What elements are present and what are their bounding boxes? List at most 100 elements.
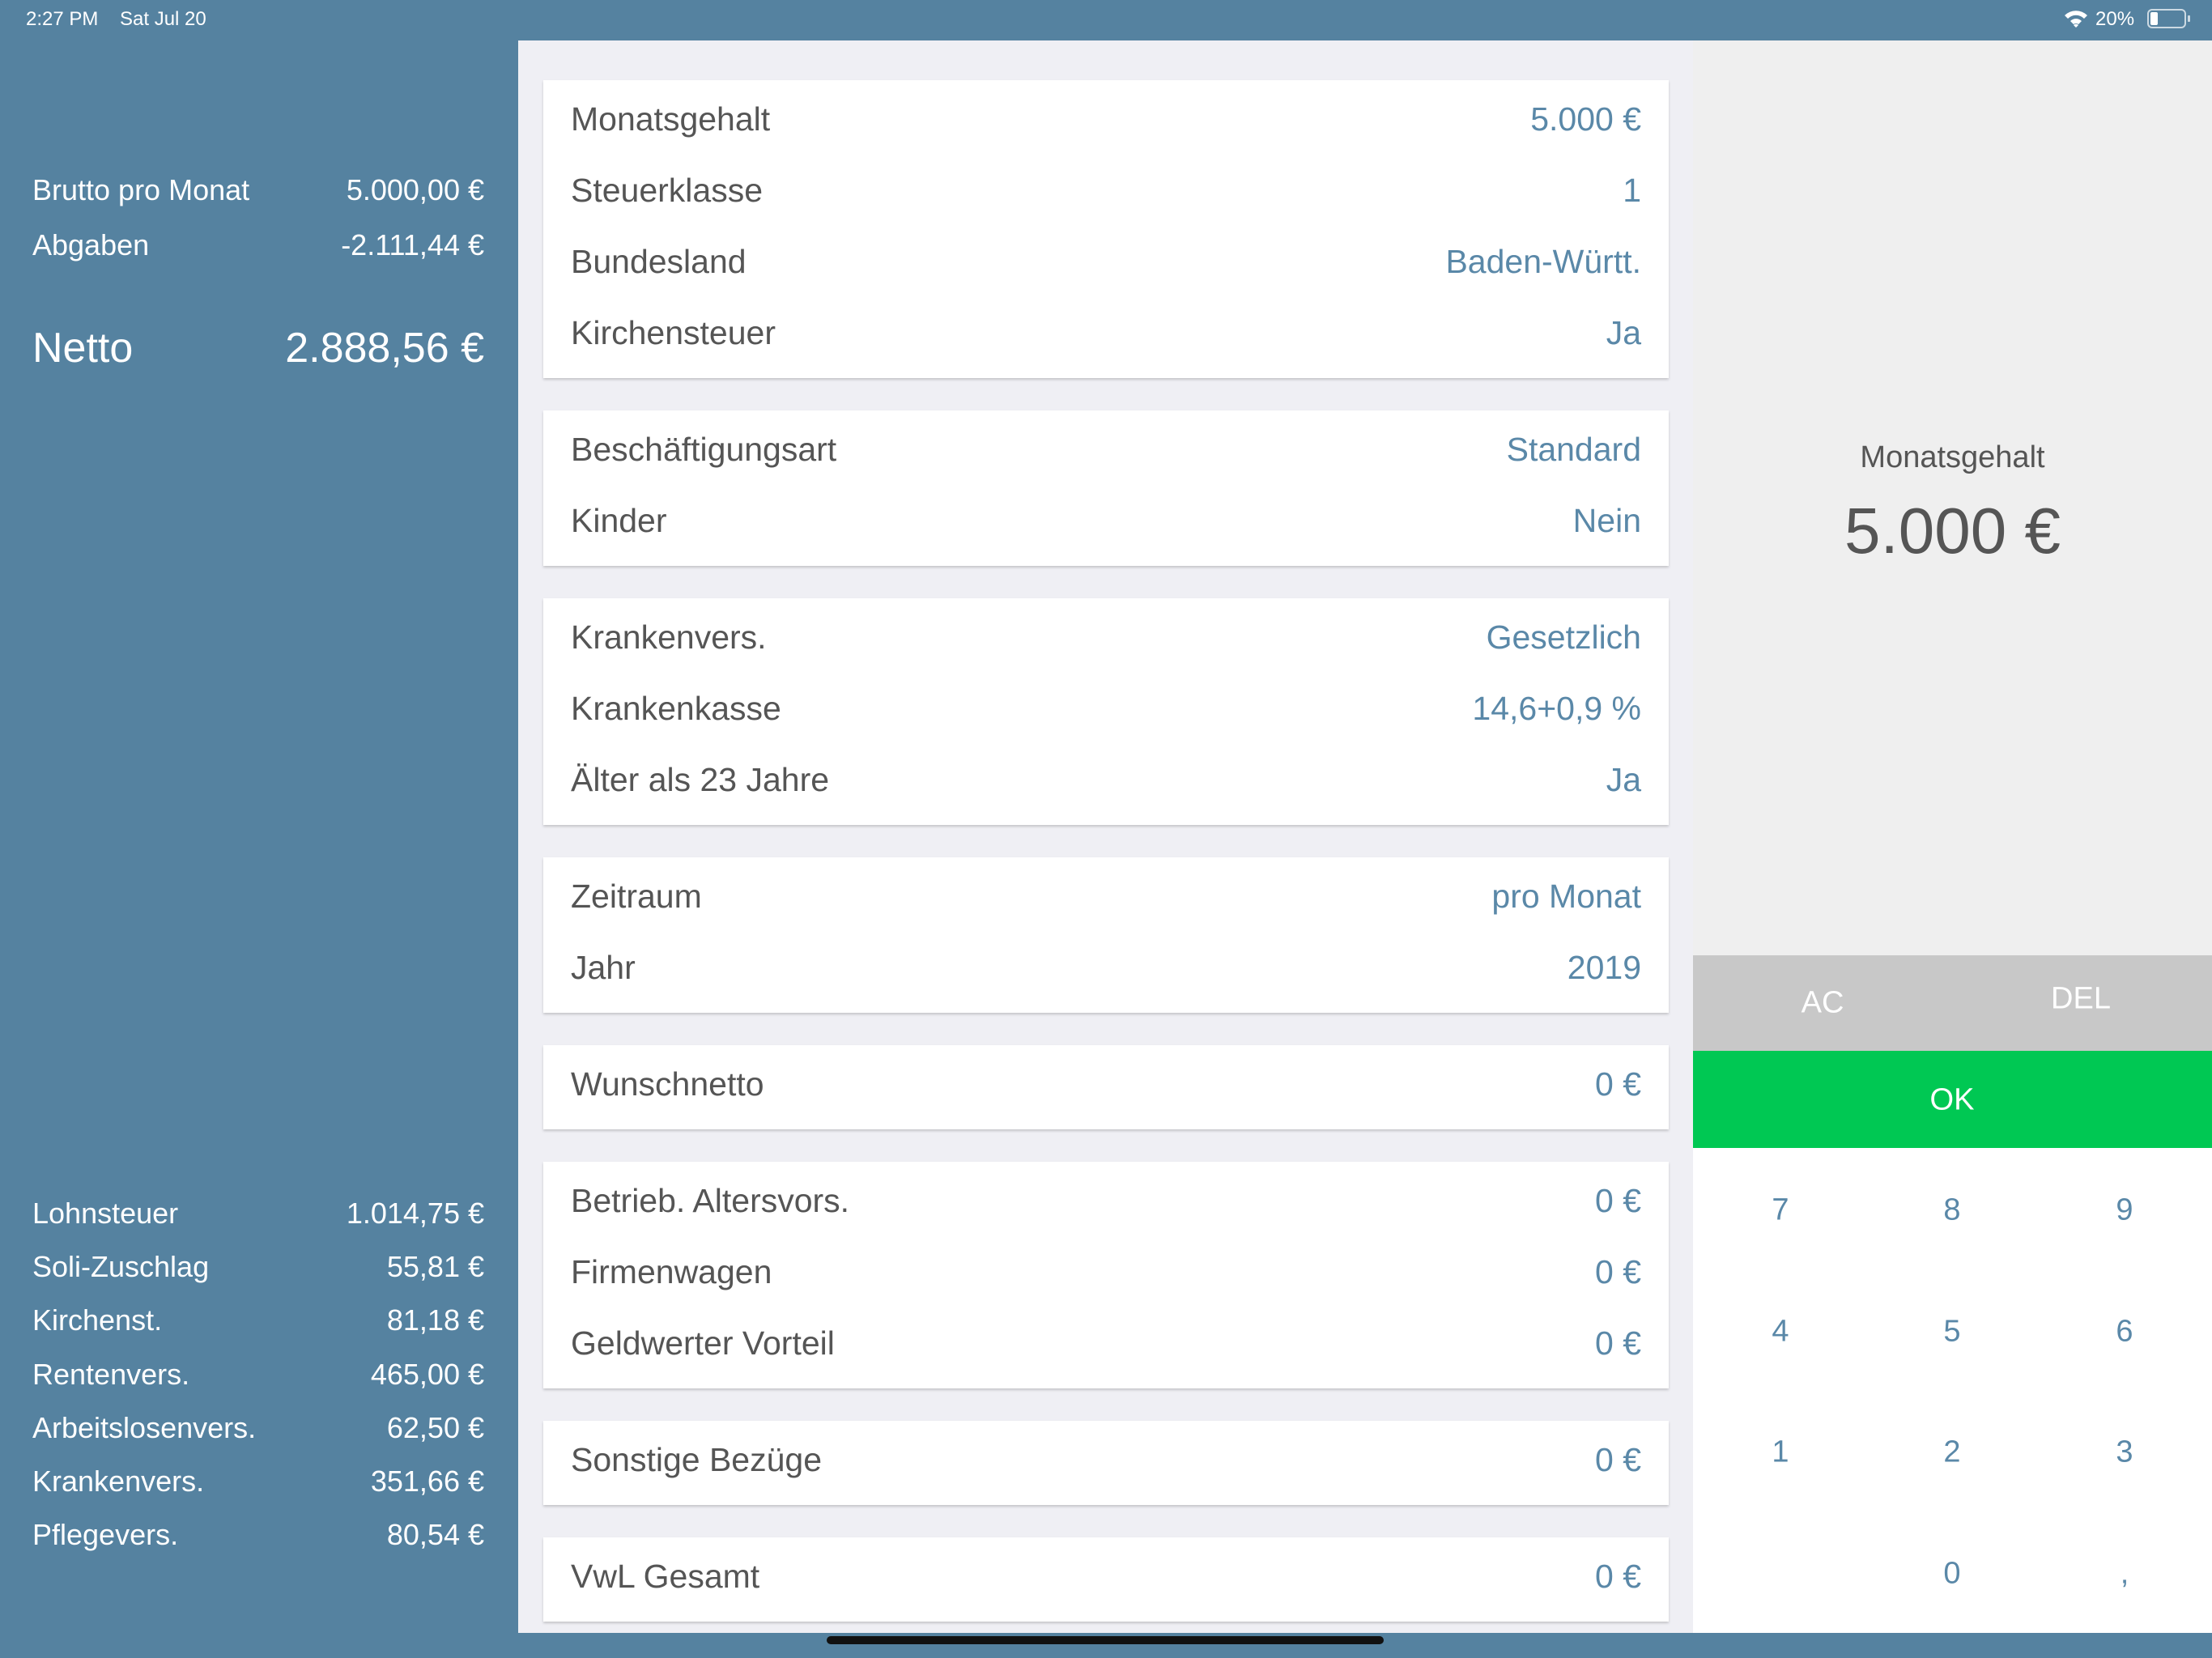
settings-card: Monatsgehalt 5.000 € Steuerklasse 1 Bundesla… bbox=[543, 80, 1669, 378]
row-label: Arbeitslosenvers. bbox=[32, 1410, 257, 1444]
row-value: -2.111,44 € bbox=[341, 228, 484, 261]
status-time: 2:27 PM bbox=[26, 8, 99, 30]
row-label: Kirchenst. bbox=[32, 1303, 163, 1337]
row-value: 0 € bbox=[1595, 1440, 1641, 1478]
summary-row: Abgaben -2.111,44 € bbox=[32, 228, 484, 262]
display-value: 5.000 € bbox=[1844, 495, 2061, 567]
digit-key[interactable]: 5 bbox=[1943, 1314, 1961, 1349]
ok-button[interactable] bbox=[1693, 1051, 2212, 1148]
detail-row: Lohnsteuer 1.014,75 € bbox=[32, 1197, 484, 1231]
digit-key[interactable]: 1 bbox=[1772, 1435, 1789, 1469]
row-value: Ja bbox=[1606, 760, 1641, 798]
battery-label: 20% bbox=[2095, 8, 2135, 30]
row-label: Netto bbox=[32, 325, 134, 372]
detail-row: Krankenvers. 351,66 € bbox=[32, 1465, 484, 1499]
row-value: 0 € bbox=[1595, 1324, 1641, 1362]
row-label: Steuerklasse bbox=[571, 171, 764, 209]
summary-row: Brutto pro Monat 5.000,00 € bbox=[32, 173, 484, 207]
settings-row[interactable]: Kinder Nein bbox=[571, 485, 1641, 556]
row-label: Pflegevers. bbox=[32, 1518, 179, 1552]
detail-row: Arbeitslosenvers. 62,50 € bbox=[32, 1411, 484, 1445]
digit-key[interactable]: 8 bbox=[1943, 1192, 1961, 1227]
settings-row[interactable]: Betrieb. Altersvors. 0 € bbox=[571, 1165, 1641, 1236]
row-value: 351,66 € bbox=[370, 1465, 484, 1498]
row-value: 14,6+0,9 % bbox=[1472, 689, 1641, 727]
row-value: Standard bbox=[1506, 430, 1641, 468]
row-label: Wunschnetto bbox=[571, 1065, 764, 1103]
digit-key[interactable]: 0 bbox=[1943, 1556, 1961, 1591]
digit-key[interactable]: 6 bbox=[2116, 1314, 2133, 1349]
row-label: Älter als 23 Jahre bbox=[571, 760, 830, 798]
settings-row[interactable]: Älter als 23 Jahre Ja bbox=[571, 744, 1641, 815]
battery-icon bbox=[2147, 9, 2190, 28]
settings-row[interactable]: Jahr 2019 bbox=[571, 932, 1641, 1003]
row-label: Betrieb. Altersvors. bbox=[571, 1181, 850, 1219]
row-label: Jahr bbox=[571, 948, 636, 986]
keypad-panel: Monatsgehalt 5.000 € AC DEL OK 7 8 9 4 5 6 1 2 3… bbox=[1693, 40, 2212, 1633]
settings-row[interactable]: Sonstige Bezüge 0 € bbox=[571, 1424, 1641, 1495]
row-label: Lohnsteuer bbox=[32, 1197, 179, 1230]
row-label: Kinder bbox=[571, 501, 667, 539]
digit-key[interactable]: 3 bbox=[2116, 1435, 2133, 1469]
settings-row[interactable]: Krankenkasse 14,6+0,9 % bbox=[571, 673, 1641, 744]
ac-key[interactable]: AC bbox=[1801, 985, 1844, 1020]
detail-row: Rentenvers. 465,00 € bbox=[32, 1358, 484, 1392]
digit-key[interactable]: 9 bbox=[2116, 1192, 2133, 1227]
row-value: 1.014,75 € bbox=[346, 1197, 484, 1230]
row-label: Krankenkasse bbox=[571, 689, 781, 727]
settings-row[interactable]: Geldwerter Vorteil 0 € bbox=[571, 1307, 1641, 1379]
settings-row[interactable]: Firmenwagen 0 € bbox=[571, 1236, 1641, 1307]
row-value: Gesetzlich bbox=[1486, 618, 1641, 656]
row-value: Ja bbox=[1606, 313, 1641, 351]
settings-row[interactable]: Monatsgehalt 5.000 € bbox=[571, 83, 1641, 155]
detail-row: Kirchenst. 81,18 € bbox=[32, 1303, 484, 1337]
row-label: Geldwerter Vorteil bbox=[571, 1324, 835, 1362]
detail-row: Pflegevers. 80,54 € bbox=[32, 1518, 484, 1552]
settings-row[interactable]: Beschäftigungsart Standard bbox=[571, 414, 1641, 485]
row-value: pro Monat bbox=[1491, 877, 1641, 915]
settings-row[interactable]: Wunschnetto 0 € bbox=[571, 1048, 1641, 1120]
row-label: Monatsgehalt bbox=[571, 100, 771, 138]
settings-row[interactable]: Krankenvers. Gesetzlich bbox=[571, 602, 1641, 673]
row-label: VwL Gesamt bbox=[571, 1557, 760, 1595]
row-label: Soli-Zuschlag bbox=[32, 1250, 210, 1284]
settings-row[interactable]: Steuerklasse 1 bbox=[571, 155, 1641, 226]
status-date: Sat Jul 20 bbox=[120, 8, 206, 30]
settings-row[interactable]: VwL Gesamt 0 € bbox=[571, 1541, 1641, 1612]
settings-card: Beschäftigungsart Standard Kinder Nein bbox=[543, 410, 1669, 566]
row-label: Sonstige Bezüge bbox=[571, 1440, 823, 1478]
netto-row: Netto 2.888,56 € bbox=[32, 324, 484, 372]
del-key[interactable]: DEL bbox=[2051, 981, 2111, 1016]
row-value: 2019 bbox=[1567, 948, 1641, 986]
row-value: Baden-Württ. bbox=[1445, 242, 1641, 280]
row-value: 80,54 € bbox=[386, 1518, 484, 1552]
digit-key[interactable]: 4 bbox=[1772, 1314, 1789, 1349]
row-label: Krankenvers. bbox=[32, 1465, 205, 1498]
settings-row[interactable]: Kirchensteuer Ja bbox=[571, 297, 1641, 368]
row-value: 55,81 € bbox=[386, 1250, 484, 1284]
ok-label[interactable]: OK bbox=[1929, 1082, 1975, 1117]
row-value: 62,50 € bbox=[386, 1410, 484, 1444]
row-label: Bundesland bbox=[571, 242, 747, 280]
row-label: Abgaben bbox=[32, 228, 150, 261]
row-value: 465,00 € bbox=[370, 1357, 484, 1391]
row-value: 81,18 € bbox=[386, 1303, 484, 1337]
digit-key[interactable]: 7 bbox=[1772, 1192, 1789, 1227]
settings-card: Betrieb. Altersvors. 0 € Firmenwagen 0 € Gel… bbox=[543, 1162, 1669, 1388]
wifi-icon bbox=[2065, 11, 2087, 28]
row-label: Kirchensteuer bbox=[571, 313, 776, 351]
row-label: Beschäftigungsart bbox=[571, 430, 837, 468]
detail-row: Soli-Zuschlag 55,81 € bbox=[32, 1250, 484, 1284]
settings-row[interactable]: Bundesland Baden-Württ. bbox=[571, 226, 1641, 297]
digit-key[interactable]: , bbox=[2120, 1556, 2129, 1591]
row-value: 1 bbox=[1623, 171, 1641, 209]
settings-row[interactable]: Zeitraum pro Monat bbox=[571, 861, 1641, 932]
settings-card: Wunschnetto 0 € bbox=[543, 1045, 1669, 1129]
home-indicator bbox=[827, 1636, 1384, 1644]
row-value: Nein bbox=[1572, 501, 1641, 539]
settings-card: Sonstige Bezüge 0 € bbox=[543, 1421, 1669, 1505]
row-value: 5.000 € bbox=[1530, 100, 1641, 138]
display-label: Monatsgehalt bbox=[1860, 440, 2045, 474]
settings-card: VwL Gesamt 0 € bbox=[543, 1537, 1669, 1622]
digit-key[interactable]: 2 bbox=[1943, 1435, 1961, 1469]
